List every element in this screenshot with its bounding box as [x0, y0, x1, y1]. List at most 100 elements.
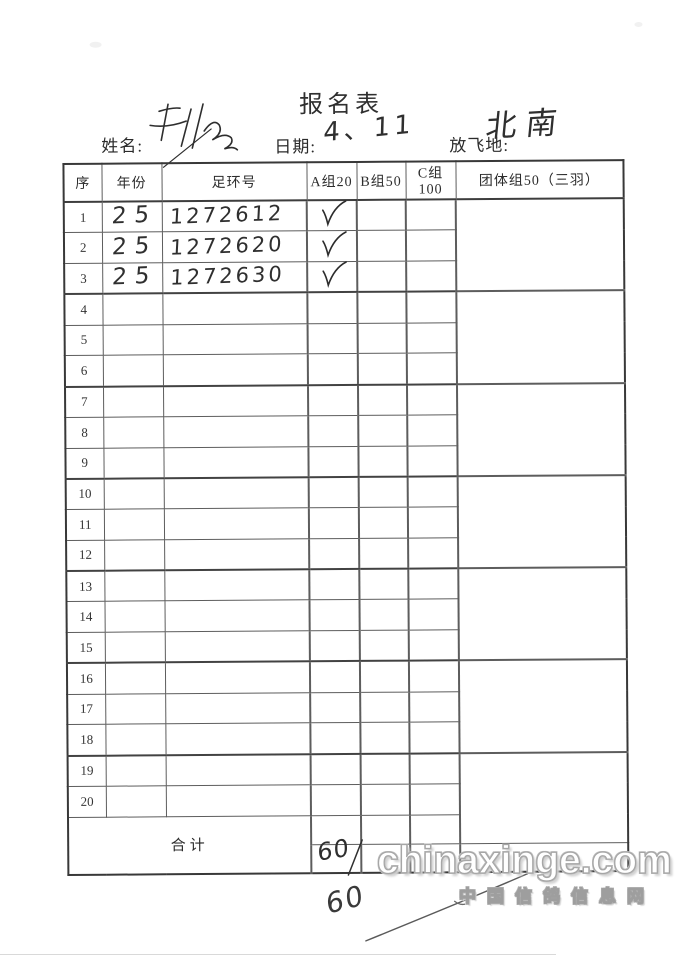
scan-smudge	[89, 41, 102, 48]
year-cell	[102, 385, 164, 417]
registration-table: 序 年份 足环号 A组20 B组50 C组100 团体组50（三羽） 1 25 12…	[62, 159, 630, 876]
group-b-cell	[357, 353, 407, 385]
row-number-cell: 12	[66, 539, 105, 571]
ring-number-cell	[164, 538, 310, 571]
group-a-cell	[308, 507, 360, 539]
name-signature-handwriting	[149, 103, 239, 168]
year-cell: 25	[101, 232, 163, 264]
table-row: 4	[64, 290, 625, 384]
year-cell	[102, 324, 163, 356]
group-a-cell	[309, 630, 360, 662]
watermark-site-url: chinaxinge.com	[376, 838, 672, 882]
group-c-cell	[406, 322, 457, 354]
group-c-cell	[406, 383, 458, 415]
ring-number-cell	[165, 692, 311, 725]
group-c-cell	[407, 506, 459, 538]
total-label-cell: 合计	[67, 815, 312, 875]
group-c-cell	[408, 598, 459, 631]
group-a-cell	[309, 538, 360, 570]
group-c-cell	[405, 230, 457, 262]
table-row: 1 25 1272612	[63, 198, 625, 292]
ring-number-cell	[162, 292, 308, 325]
year-cell	[103, 447, 164, 479]
table-header-row: 序 年份 足环号 A组20 B组50 C组100 团体组50（三羽）	[63, 160, 624, 202]
row-number-cell: 13	[66, 570, 105, 602]
group-a-cell	[308, 415, 359, 447]
checkmark-handwriting	[322, 230, 347, 258]
release-site-value-handwriting: 北南	[484, 104, 568, 146]
year-cell	[105, 693, 166, 725]
ring-number-cell	[165, 784, 311, 817]
row-number-cell: 1	[63, 201, 102, 233]
year-cell	[105, 785, 166, 817]
year-cell	[104, 631, 165, 663]
header-year: 年份	[101, 163, 162, 202]
group-b-cell	[358, 476, 408, 508]
group-a-cell	[309, 568, 360, 601]
ring-number-cell	[163, 477, 309, 509]
small-pen-tick	[453, 900, 466, 906]
group-b-cell	[360, 691, 410, 723]
year-cell	[102, 293, 163, 325]
ring-number-cell	[164, 630, 310, 663]
row-number-cell: 8	[65, 416, 104, 448]
year-handwriting: 25	[110, 232, 158, 261]
year-cell	[105, 754, 166, 786]
group-a-cell	[309, 661, 361, 693]
ring-number-handwriting: 1272612	[168, 201, 285, 229]
year-cell: 25	[101, 201, 162, 233]
group-a-cell	[310, 784, 361, 816]
header-group-b: B组50	[356, 161, 406, 200]
group-a-cell	[307, 353, 358, 385]
group-a-cell	[306, 230, 358, 262]
group-b-cell	[357, 322, 407, 354]
header-group-c: C组100	[405, 161, 456, 200]
row-number-cell: 9	[65, 447, 104, 479]
team-group-cell	[459, 751, 629, 844]
group-b-cell	[359, 630, 409, 662]
group-b-cell	[357, 291, 407, 323]
year-cell	[104, 662, 166, 694]
group-a-cell	[310, 753, 361, 785]
group-c-cell	[407, 414, 458, 446]
total-a-value-cell: 60	[311, 833, 363, 876]
group-b-cell	[360, 753, 410, 785]
group-c-cell	[407, 475, 458, 508]
group-a-cell	[307, 384, 359, 416]
row-number-cell: 15	[66, 632, 105, 664]
group-a-cell	[310, 691, 361, 724]
group-c-cell	[408, 660, 460, 692]
year-cell	[103, 416, 164, 448]
group-c-cell	[408, 629, 459, 661]
group-c-cell	[406, 353, 457, 385]
table-row: 19	[67, 751, 629, 844]
group-b-cell	[356, 230, 407, 262]
year-handwriting: 25	[110, 201, 158, 230]
team-group-cell	[455, 198, 625, 292]
ring-number-cell	[164, 569, 310, 602]
group-c-cell	[408, 537, 459, 569]
header-seq: 序	[63, 163, 102, 202]
year-cell	[103, 508, 165, 540]
ring-number-handwriting: 1272620	[168, 231, 285, 260]
group-a-cell	[306, 199, 357, 232]
group-a-cell	[308, 476, 359, 508]
row-number-cell: 3	[64, 263, 103, 295]
team-group-cell	[457, 474, 627, 569]
group-b-cell	[359, 568, 409, 600]
header-team-group: 团体组50（三羽）	[455, 160, 624, 200]
table-row: 7	[64, 382, 626, 476]
group-b-cell	[360, 722, 410, 754]
group-c-cell	[409, 691, 460, 723]
ring-number-cell: 1272620	[161, 231, 308, 263]
ring-number-cell	[163, 446, 309, 479]
table-row: 3 25 1272630	[64, 260, 624, 295]
header-group-a: A组20	[306, 161, 357, 201]
group-a-cell	[307, 261, 358, 293]
row-number-cell: 16	[66, 662, 106, 694]
row-number-cell: 7	[64, 386, 104, 418]
ring-number-handwriting: 1272630	[169, 262, 285, 290]
ring-number-cell	[162, 354, 308, 386]
